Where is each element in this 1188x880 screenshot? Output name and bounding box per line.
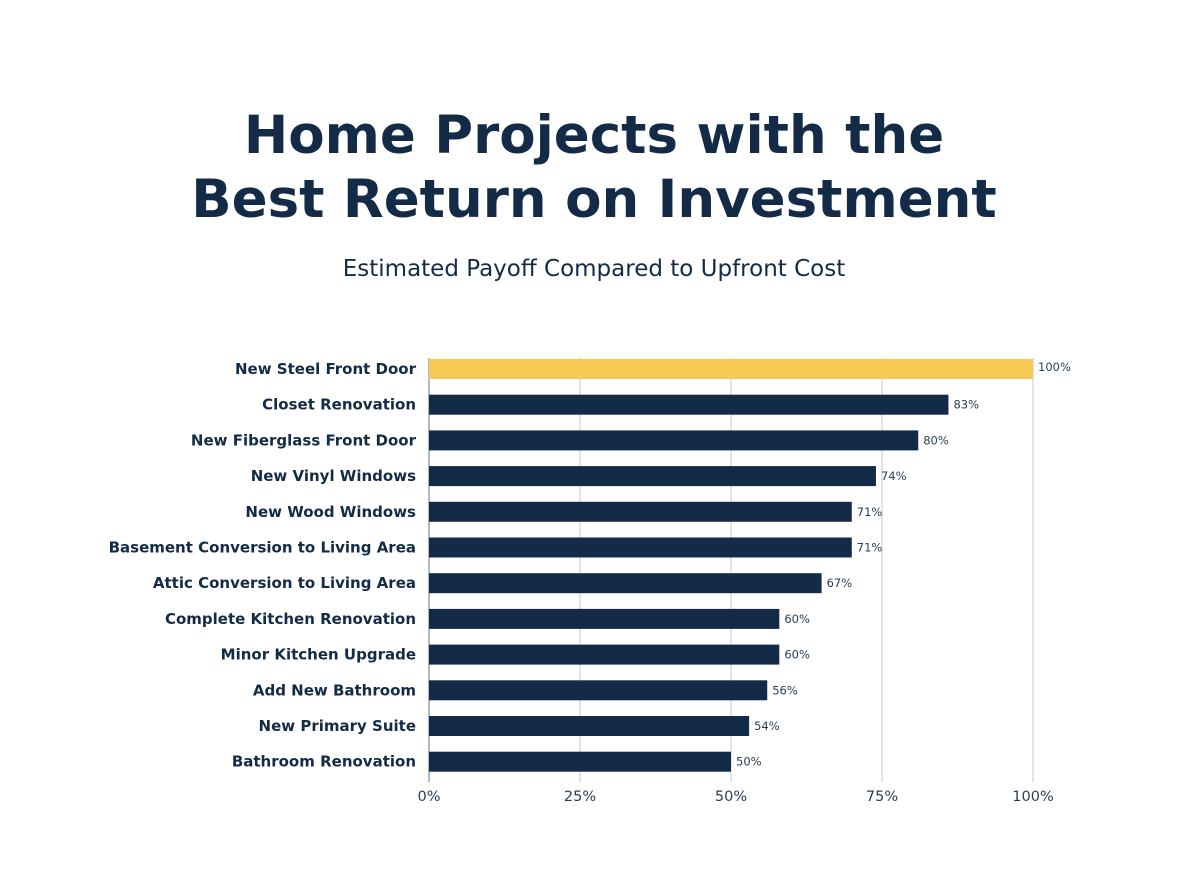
bars	[429, 359, 1033, 772]
category-labels: New Steel Front Door Closet Renovation New…	[109, 360, 417, 771]
bar	[429, 680, 768, 701]
value-label: 74%	[881, 469, 907, 483]
bar	[429, 359, 1033, 379]
category-label: Minor Kitchen Upgrade	[221, 646, 416, 664]
value-label: 71%	[857, 505, 883, 519]
value-label: 54%	[754, 719, 780, 733]
value-label: 80%	[923, 433, 949, 447]
value-label: 71%	[857, 541, 883, 555]
value-label: 67%	[827, 576, 853, 590]
value-label: 83%	[953, 398, 979, 412]
category-label: Complete Kitchen Renovation	[165, 610, 416, 628]
x-tick-label: 50%	[715, 789, 747, 805]
bar	[429, 466, 876, 487]
category-label: New Wood Windows	[245, 503, 416, 521]
value-label: 100%	[1038, 360, 1071, 374]
bar	[429, 608, 780, 629]
category-label: Basement Conversion to Living Area	[109, 539, 416, 557]
bar	[429, 501, 852, 522]
bar	[429, 644, 780, 665]
chart-subtitle: Estimated Payoff Compared to Upfront Cos…	[342, 256, 846, 282]
x-tick-label: 0%	[417, 789, 440, 805]
category-label: New Fiberglass Front Door	[191, 431, 417, 449]
category-label: New Steel Front Door	[235, 360, 417, 378]
grid-lines	[428, 358, 1034, 782]
bar	[429, 537, 852, 558]
bar	[429, 573, 822, 594]
x-tick-label: 75%	[866, 789, 898, 805]
bar	[429, 394, 949, 415]
bar	[429, 751, 731, 772]
chart-title-line-1: Home Projects with the	[243, 105, 945, 166]
category-label: Closet Renovation	[262, 396, 416, 414]
bar	[429, 430, 919, 451]
bar	[429, 716, 750, 736]
category-label: Bathroom Renovation	[232, 753, 416, 771]
chart-title-line-2: Best Return on Investment	[191, 169, 997, 230]
category-label: New Vinyl Windows	[251, 467, 416, 485]
value-label: 50%	[736, 755, 762, 769]
value-label: 56%	[772, 683, 798, 697]
x-axis-ticks: 0% 25% 50% 75% 100%	[417, 789, 1053, 805]
value-labels: 100% 83% 80% 74% 71% 71% 67% 60% 60% 56% 54% 50%	[736, 360, 1071, 769]
x-tick-label: 25%	[564, 789, 596, 805]
category-label: Add New Bathroom	[253, 681, 416, 699]
category-label: Attic Conversion to Living Area	[153, 574, 416, 592]
category-label: New Primary Suite	[259, 717, 416, 735]
value-label: 60%	[784, 612, 810, 626]
x-tick-label: 100%	[1012, 789, 1053, 805]
value-label: 60%	[784, 648, 810, 662]
